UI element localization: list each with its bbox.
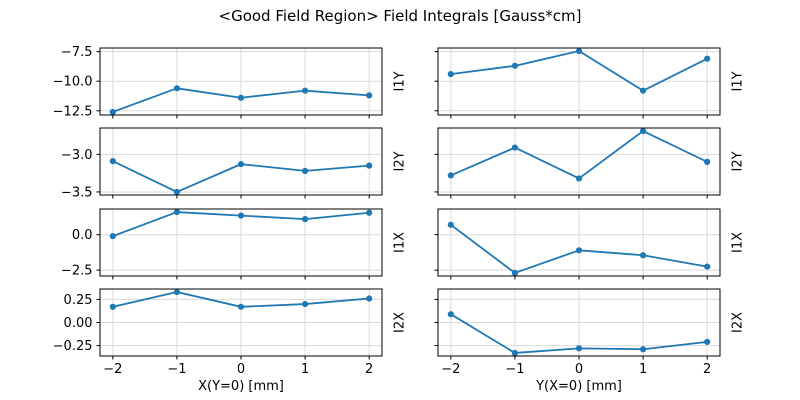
- subplot-i1x-vs-x: 0.0 −2.5 I1X: [61, 208, 408, 280]
- ytick-label: −0.25: [53, 339, 93, 354]
- xtick-label: −2: [103, 362, 122, 377]
- subplot-i1y-vs-x: −7.5 −10.0 −12.5 I1Y: [53, 45, 408, 119]
- right-axis-label: I2Y: [731, 151, 746, 171]
- x-axis-label: X(Y=0) [mm]: [198, 379, 284, 394]
- ytick-label: −12.5: [53, 104, 93, 119]
- subplot-i2x-vs-x: 0.25 0.00 −0.25 −2 −1 0 1 2 X(Y=0) [mm] I2X: [53, 288, 408, 394]
- xtick-label: −1: [167, 362, 186, 377]
- xtick-label: 2: [365, 362, 373, 377]
- right-axis-label: I2X: [393, 312, 408, 333]
- right-axis-label: I1X: [393, 232, 408, 253]
- x-axis-label: Y(X=0) [mm]: [535, 379, 622, 394]
- xtick-label: 1: [301, 362, 309, 377]
- xtick-label: −1: [505, 362, 524, 377]
- ytick-label: −7.5: [61, 45, 93, 60]
- right-axis-label: I1Y: [731, 71, 746, 91]
- xtick-label: −2: [441, 362, 460, 377]
- subplot-i1x-vs-y: I1X: [434, 208, 746, 280]
- ytick-label: −10.0: [53, 75, 93, 90]
- subplot-i2y-vs-x: −3.0 −3.5 I2Y: [61, 127, 408, 200]
- ytick-label: −2.5: [61, 264, 93, 279]
- ytick-label: −3.5: [61, 185, 93, 200]
- ytick-label: 0.0: [72, 228, 93, 243]
- right-axis-label: I1Y: [393, 71, 408, 91]
- figure-title: <Good Field Region> Field Integrals [Gau…: [218, 7, 582, 25]
- subplot-i2y-vs-y: I2Y: [434, 127, 746, 199]
- right-axis-label: I1X: [731, 232, 746, 253]
- right-axis-label: I2X: [731, 312, 746, 333]
- ytick-label: 0.25: [64, 293, 93, 308]
- ytick-label: 0.00: [64, 316, 93, 331]
- subplot-i2x-vs-y: −2 −1 0 1 2 Y(X=0) [mm] I2X: [434, 288, 746, 394]
- subplot-i1y-vs-y: I1Y: [434, 47, 746, 119]
- xtick-label: 0: [575, 362, 583, 377]
- xtick-label: 0: [237, 362, 245, 377]
- right-axis-label: I2Y: [393, 151, 408, 171]
- xtick-label: 1: [639, 362, 647, 377]
- xtick-label: 2: [703, 362, 711, 377]
- ytick-label: −3.0: [61, 148, 93, 163]
